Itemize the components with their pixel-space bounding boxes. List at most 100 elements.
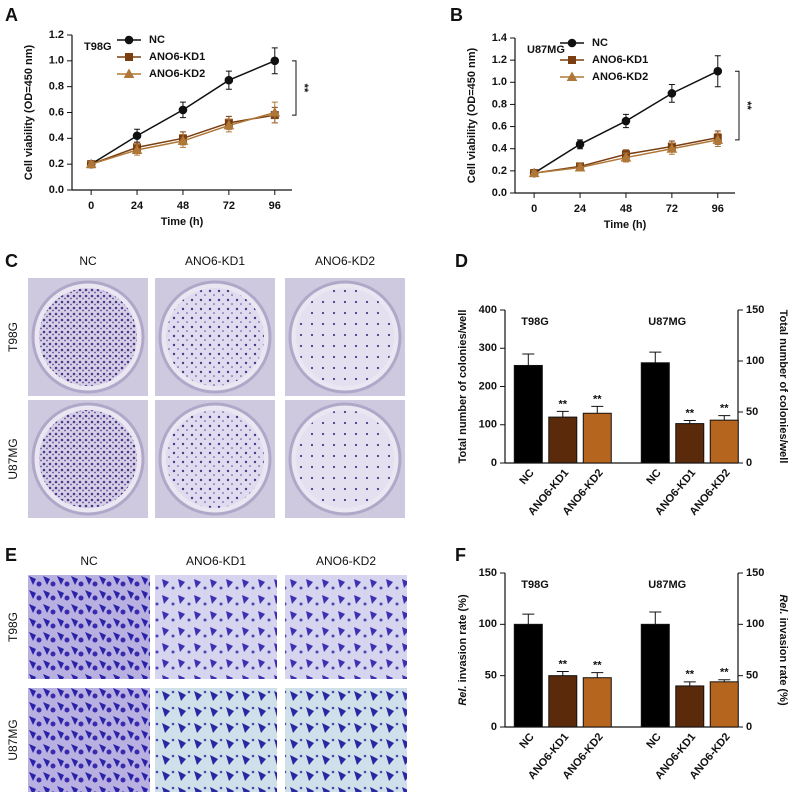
group-label: T98G [521, 316, 549, 328]
marker [528, 167, 540, 178]
bar [709, 681, 739, 728]
tick-label: 48 [620, 203, 632, 215]
bar [513, 364, 543, 464]
marker [712, 134, 724, 144]
marker [568, 56, 576, 64]
tick-label: 150 [746, 304, 764, 316]
bar [548, 675, 578, 728]
tick-label: 96 [712, 203, 724, 215]
tick-label: 400 [479, 304, 497, 316]
well-colonies [39, 410, 137, 508]
well-colonies [166, 410, 264, 508]
axis-title-text: Total number of colonies/well [457, 310, 469, 464]
marker [223, 119, 235, 130]
error-bar [556, 410, 569, 418]
axis-title-text: Total number of colonies/well [777, 310, 789, 464]
x-tick-label: NC [517, 731, 536, 751]
tick-label: 0.6 [492, 120, 507, 132]
tick-label: 100 [479, 618, 497, 630]
marker [666, 143, 678, 153]
marker [123, 68, 135, 78]
tick-label: 50 [746, 406, 758, 418]
x-axis-title: Time (h) [161, 216, 204, 228]
marker [270, 56, 280, 66]
tick-label: 0 [491, 721, 497, 733]
bar [640, 362, 670, 464]
error-bar [649, 351, 662, 363]
invasion-image [155, 688, 277, 792]
tick-label: 0 [746, 457, 752, 469]
bar [582, 412, 612, 464]
legend-label: NC [149, 34, 165, 46]
axis-title-text: Cell viability (OD=450 nm) [23, 44, 35, 180]
panel-letter: D [455, 251, 468, 271]
marker [85, 158, 97, 169]
significance: ** [559, 658, 568, 670]
column-header: ANO6-KD2 [315, 254, 375, 268]
tick-label: 200 [479, 380, 497, 392]
marker [620, 152, 632, 162]
marker [124, 35, 134, 45]
tick-label: 100 [746, 618, 764, 630]
legend-label: ANO6-KD1 [149, 51, 205, 63]
error-bar [649, 611, 662, 625]
significance: ** [685, 669, 694, 681]
error-bar [591, 672, 604, 678]
significance: ** [685, 407, 694, 419]
annotation: ** [298, 84, 310, 93]
significance: ** [720, 402, 729, 414]
axis-title: Total number of colonies/well [777, 310, 789, 464]
tick-label: 0 [746, 721, 752, 733]
x-tick-label: NC [644, 467, 663, 487]
error-bar [556, 671, 569, 676]
axis-title-italic: Rel. [457, 685, 469, 705]
annotation: ** [741, 101, 753, 110]
invasion-image [28, 575, 150, 679]
marker [269, 106, 281, 117]
tick-label: 1.4 [492, 32, 508, 44]
group-label: U87MG [648, 579, 686, 591]
chart-title: T98G [84, 41, 112, 53]
legend-label: ANO6-KD2 [592, 71, 648, 83]
tick-label: 0 [491, 457, 497, 469]
significance: ** [593, 659, 602, 671]
tick-label: 100 [479, 419, 497, 431]
tick-label: 300 [479, 342, 497, 354]
invasion-image [155, 575, 277, 679]
tick-label: 72 [666, 203, 678, 215]
row-header: T98G [6, 322, 20, 352]
tick-label: 150 [746, 567, 764, 579]
tick-label: 0.6 [49, 106, 64, 118]
error-bar [522, 613, 535, 625]
well-colonies [39, 288, 137, 386]
axis-title-text: invasion rate (%) [457, 594, 469, 682]
tick-label: 1.2 [492, 54, 507, 66]
axis-title: Cell viability (OD=450 nm) [466, 47, 478, 183]
marker [178, 105, 188, 115]
column-header: NC [79, 254, 97, 268]
bar [675, 423, 705, 464]
x-axis-title: Time (h) [604, 219, 647, 231]
marker [125, 53, 133, 61]
column-header: ANO6-KD1 [186, 554, 246, 568]
tick-label: 0.4 [492, 143, 508, 155]
marker [667, 89, 677, 98]
invasion-image [285, 688, 407, 792]
marker [131, 144, 143, 154]
significance: ** [720, 667, 729, 679]
tick-label: 0.2 [49, 158, 64, 170]
axis-title-text: Cell viability (OD=450 nm) [466, 47, 478, 183]
tick-label: 1.0 [492, 76, 507, 88]
panel-letter: F [455, 545, 466, 565]
marker [132, 131, 142, 141]
tick-label: 0 [531, 203, 537, 215]
bar [582, 677, 612, 728]
marker [566, 71, 578, 81]
bracket [735, 70, 740, 141]
tick-label: 1.0 [49, 55, 64, 67]
axis-title-italic: Rel. [777, 594, 789, 614]
axis-title: Cell viability (OD=450 nm) [23, 44, 35, 180]
tick-label: 0.0 [492, 187, 507, 199]
group-label: U87MG [648, 316, 686, 328]
